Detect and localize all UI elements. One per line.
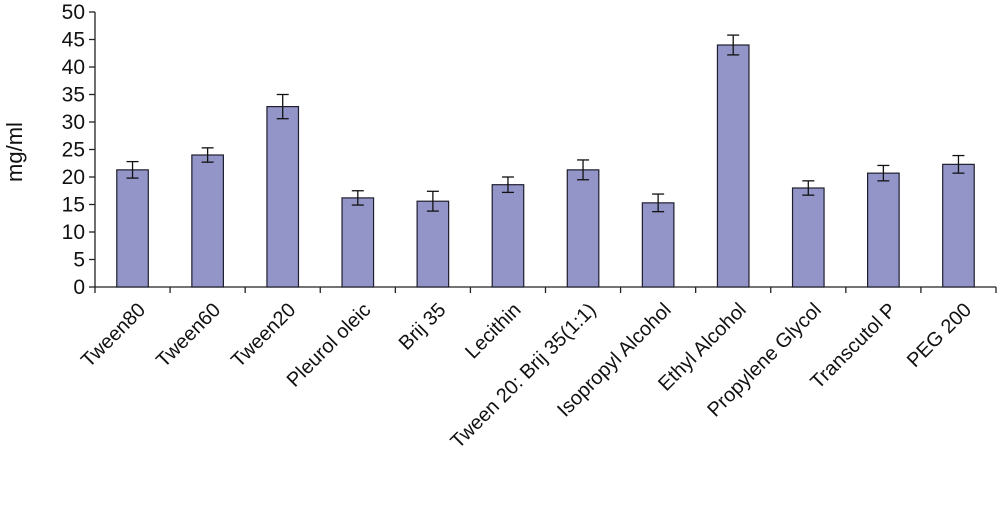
category-label: PEG 200	[903, 299, 976, 372]
y-tick-label: 45	[62, 29, 85, 52]
y-tick-label: 10	[62, 221, 85, 244]
y-axis-title: mg/ml	[2, 122, 27, 182]
bar	[716, 44, 750, 288]
category-label: Tween60	[152, 299, 225, 372]
y-tick-label: 15	[62, 194, 85, 217]
bars	[116, 34, 975, 288]
category-label: Tween20	[227, 299, 300, 372]
y-axis: 0 5 10 15 20 25 30 35 40 45 50	[62, 1, 96, 299]
bar	[641, 202, 675, 288]
bar	[191, 154, 224, 288]
bar	[116, 169, 149, 288]
category-label: Tween 20: Brij 35(1:1)	[447, 299, 601, 453]
bar	[942, 163, 975, 288]
y-tick-label: 5	[73, 249, 85, 272]
y-tick-label: 30	[62, 111, 85, 134]
category-label: Lecithin	[461, 299, 525, 363]
bar	[791, 187, 825, 288]
y-tick-label: 25	[62, 139, 85, 162]
bar	[266, 105, 300, 288]
category-label: Tween80	[77, 299, 150, 372]
bar	[867, 172, 900, 288]
y-tick-label: 20	[62, 166, 85, 189]
y-tick-label: 50	[62, 1, 85, 24]
bar	[341, 197, 375, 288]
bar	[416, 200, 450, 288]
y-tick-label: 40	[62, 56, 85, 79]
bar	[491, 184, 525, 288]
bar	[566, 169, 600, 288]
y-tick-label: 35	[62, 84, 85, 107]
x-axis	[94, 286, 997, 293]
category-label: Brij 35	[395, 299, 451, 355]
y-tick-label: 0	[73, 276, 85, 299]
